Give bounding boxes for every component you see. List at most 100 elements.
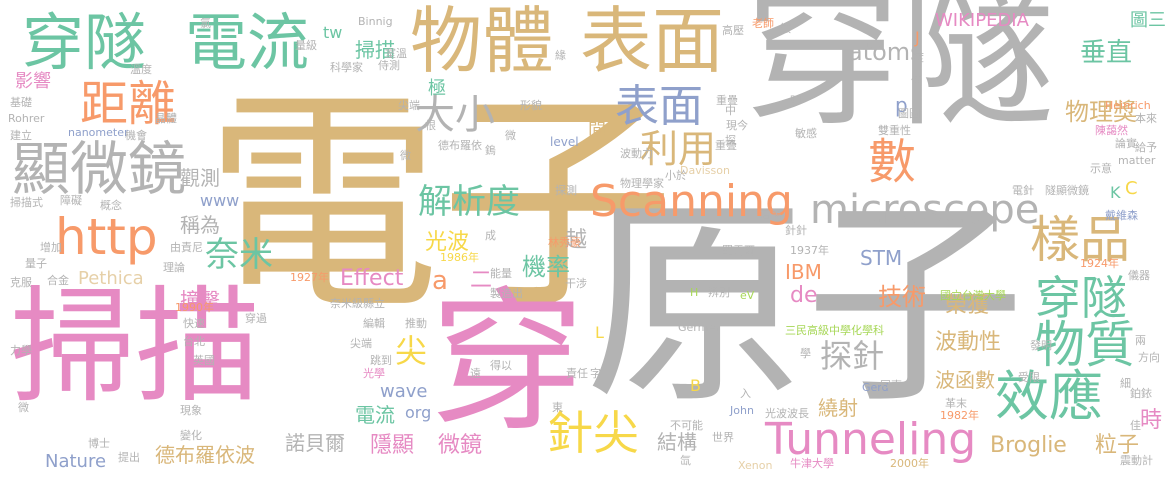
cloud-word: 奈米 (205, 235, 273, 275)
cloud-word: 方向 (1138, 351, 1160, 364)
cloud-word: 穿隧 (1035, 271, 1127, 325)
cloud-word: 推動 (405, 317, 427, 330)
cloud-word: 不可能 (670, 419, 703, 432)
cloud-word: 能量 (490, 267, 512, 280)
cloud-word: 合金 (47, 274, 69, 287)
cloud-word: 基礎 (10, 96, 32, 109)
cloud-word: 電流 (185, 6, 310, 79)
cloud-word: 物理學家 (620, 177, 664, 190)
cloud-word: 敏感 (795, 127, 817, 140)
cloud-word: 穿過 (245, 312, 267, 325)
cloud-word: STM (860, 246, 903, 270)
cloud-word: 效應 (995, 365, 1103, 428)
cloud-word: 室溫 (385, 47, 407, 60)
cloud-word: 論實 (1115, 137, 1137, 150)
cloud-word: 老師 (752, 17, 774, 30)
cloud-word: 快速 (183, 317, 205, 330)
cloud-word: 榮獲 (945, 293, 990, 318)
cloud-word: 博士 (88, 437, 110, 450)
cloud-word: org (405, 403, 432, 422)
cloud-word: tw (323, 23, 343, 42)
cloud-word: nanometer (68, 126, 129, 139)
cloud-word: 跳到 (370, 354, 392, 367)
cloud-word: 機率 (522, 253, 570, 281)
cloud-word: 學 (800, 347, 811, 360)
cloud-word: 英國 (193, 354, 215, 367)
cloud-word: 解析度 (418, 182, 520, 222)
cloud-word: 圖三 (1130, 10, 1166, 31)
cloud-word: 影響 (15, 71, 51, 92)
cloud-word: Davisson (680, 164, 730, 177)
cloud-word: 物理獎 (1065, 98, 1137, 126)
cloud-word: 辨別 (708, 286, 730, 299)
cloud-word: 發明 (1030, 339, 1052, 352)
cloud-word: 侍測 (378, 59, 400, 72)
cloud-word: Broglie (990, 433, 1067, 458)
cloud-word: 1937年 (790, 244, 829, 257)
cloud-word: 震動計 (1120, 454, 1153, 467)
cloud-word: 革末 (945, 397, 967, 410)
cloud-word: Pethica (78, 268, 144, 289)
cloud-word: 尖端 (350, 337, 372, 350)
cloud-word: 量子 (25, 257, 47, 270)
cloud-word: 極 (428, 78, 446, 99)
cloud-word: L (595, 323, 604, 342)
cloud-word: 佳 (1130, 419, 1141, 432)
cloud-word: 量級 (295, 39, 317, 52)
cloud-word: 便 (911, 74, 922, 87)
cloud-word: WIKIPEDIA (935, 10, 1029, 31)
cloud-word: a (432, 266, 448, 296)
cloud-word: 光波 (425, 230, 470, 255)
cloud-word: Heinrich (1105, 99, 1151, 112)
cloud-word: Binnig (358, 15, 393, 28)
cloud-word: 德布羅依 (438, 139, 482, 152)
cloud-word: Xenon (738, 459, 773, 472)
cloud-word: 叩 (790, 94, 801, 107)
cloud-word: 隧顯微鏡 (1045, 184, 1089, 197)
cloud-word: C (1125, 178, 1138, 199)
cloud-word: 尖端 (398, 99, 420, 112)
cloud-word: 重疊 (716, 94, 738, 107)
cloud-word: 戴維森 (1105, 209, 1138, 222)
cloud-word: www (200, 191, 240, 210)
cloud-word: 穿隧 (22, 6, 147, 79)
cloud-word: 入 (740, 387, 751, 400)
cloud-word: 得以 (490, 359, 512, 372)
cloud-word: 本來 (1135, 112, 1157, 125)
cloud-word: 緣 (555, 49, 566, 62)
cloud-word: de (790, 283, 818, 308)
cloud-word: 台北 (183, 335, 205, 348)
cloud-word: 樣品 (1030, 211, 1130, 269)
cloud-word: 針針 (785, 224, 807, 237)
cloud-word: 探測 (555, 184, 577, 197)
cloud-word: 兩 (1135, 334, 1146, 347)
cloud-word: 觀測 (180, 166, 220, 190)
cloud-word: 受限 (1018, 371, 1040, 384)
cloud-word: 同事 (880, 379, 902, 392)
cloud-word: 細 (1120, 377, 1131, 390)
cloud-word: 顯微鏡 (12, 135, 187, 203)
cloud-word: 1982年 (940, 409, 979, 422)
cloud-word: Germer (678, 321, 720, 334)
cloud-word: Tunneling (765, 414, 977, 465)
cloud-word: 探針 (820, 337, 885, 375)
cloud-word: 掃描式 (10, 196, 43, 209)
cloud-word: 小於 (665, 169, 687, 182)
cloud-word: 光學 (363, 367, 385, 380)
cloud-word: 根 (425, 119, 436, 132)
cloud-word: 針尖 (547, 406, 639, 460)
cloud-word: B (690, 376, 701, 395)
cloud-word: 概念 (100, 199, 122, 212)
cloud-word: 增加 (40, 241, 62, 254)
cloud-word: 表面 (580, 0, 725, 83)
cloud-word: 波動力 (620, 147, 653, 160)
cloud-word: 微 (505, 129, 516, 142)
cloud-word: 時 (1140, 408, 1163, 433)
cloud-word: 垂直 (1080, 38, 1133, 68)
cloud-word: 鉑銥 (1130, 387, 1152, 400)
cloud-word: 距離 (80, 76, 177, 132)
cloud-word: 克服 (10, 276, 32, 289)
cloud-word: 示意 (1090, 162, 1112, 175)
cloud-word: 技術 (878, 283, 926, 311)
cloud-word: 三民高級中學化學科 (785, 324, 884, 337)
